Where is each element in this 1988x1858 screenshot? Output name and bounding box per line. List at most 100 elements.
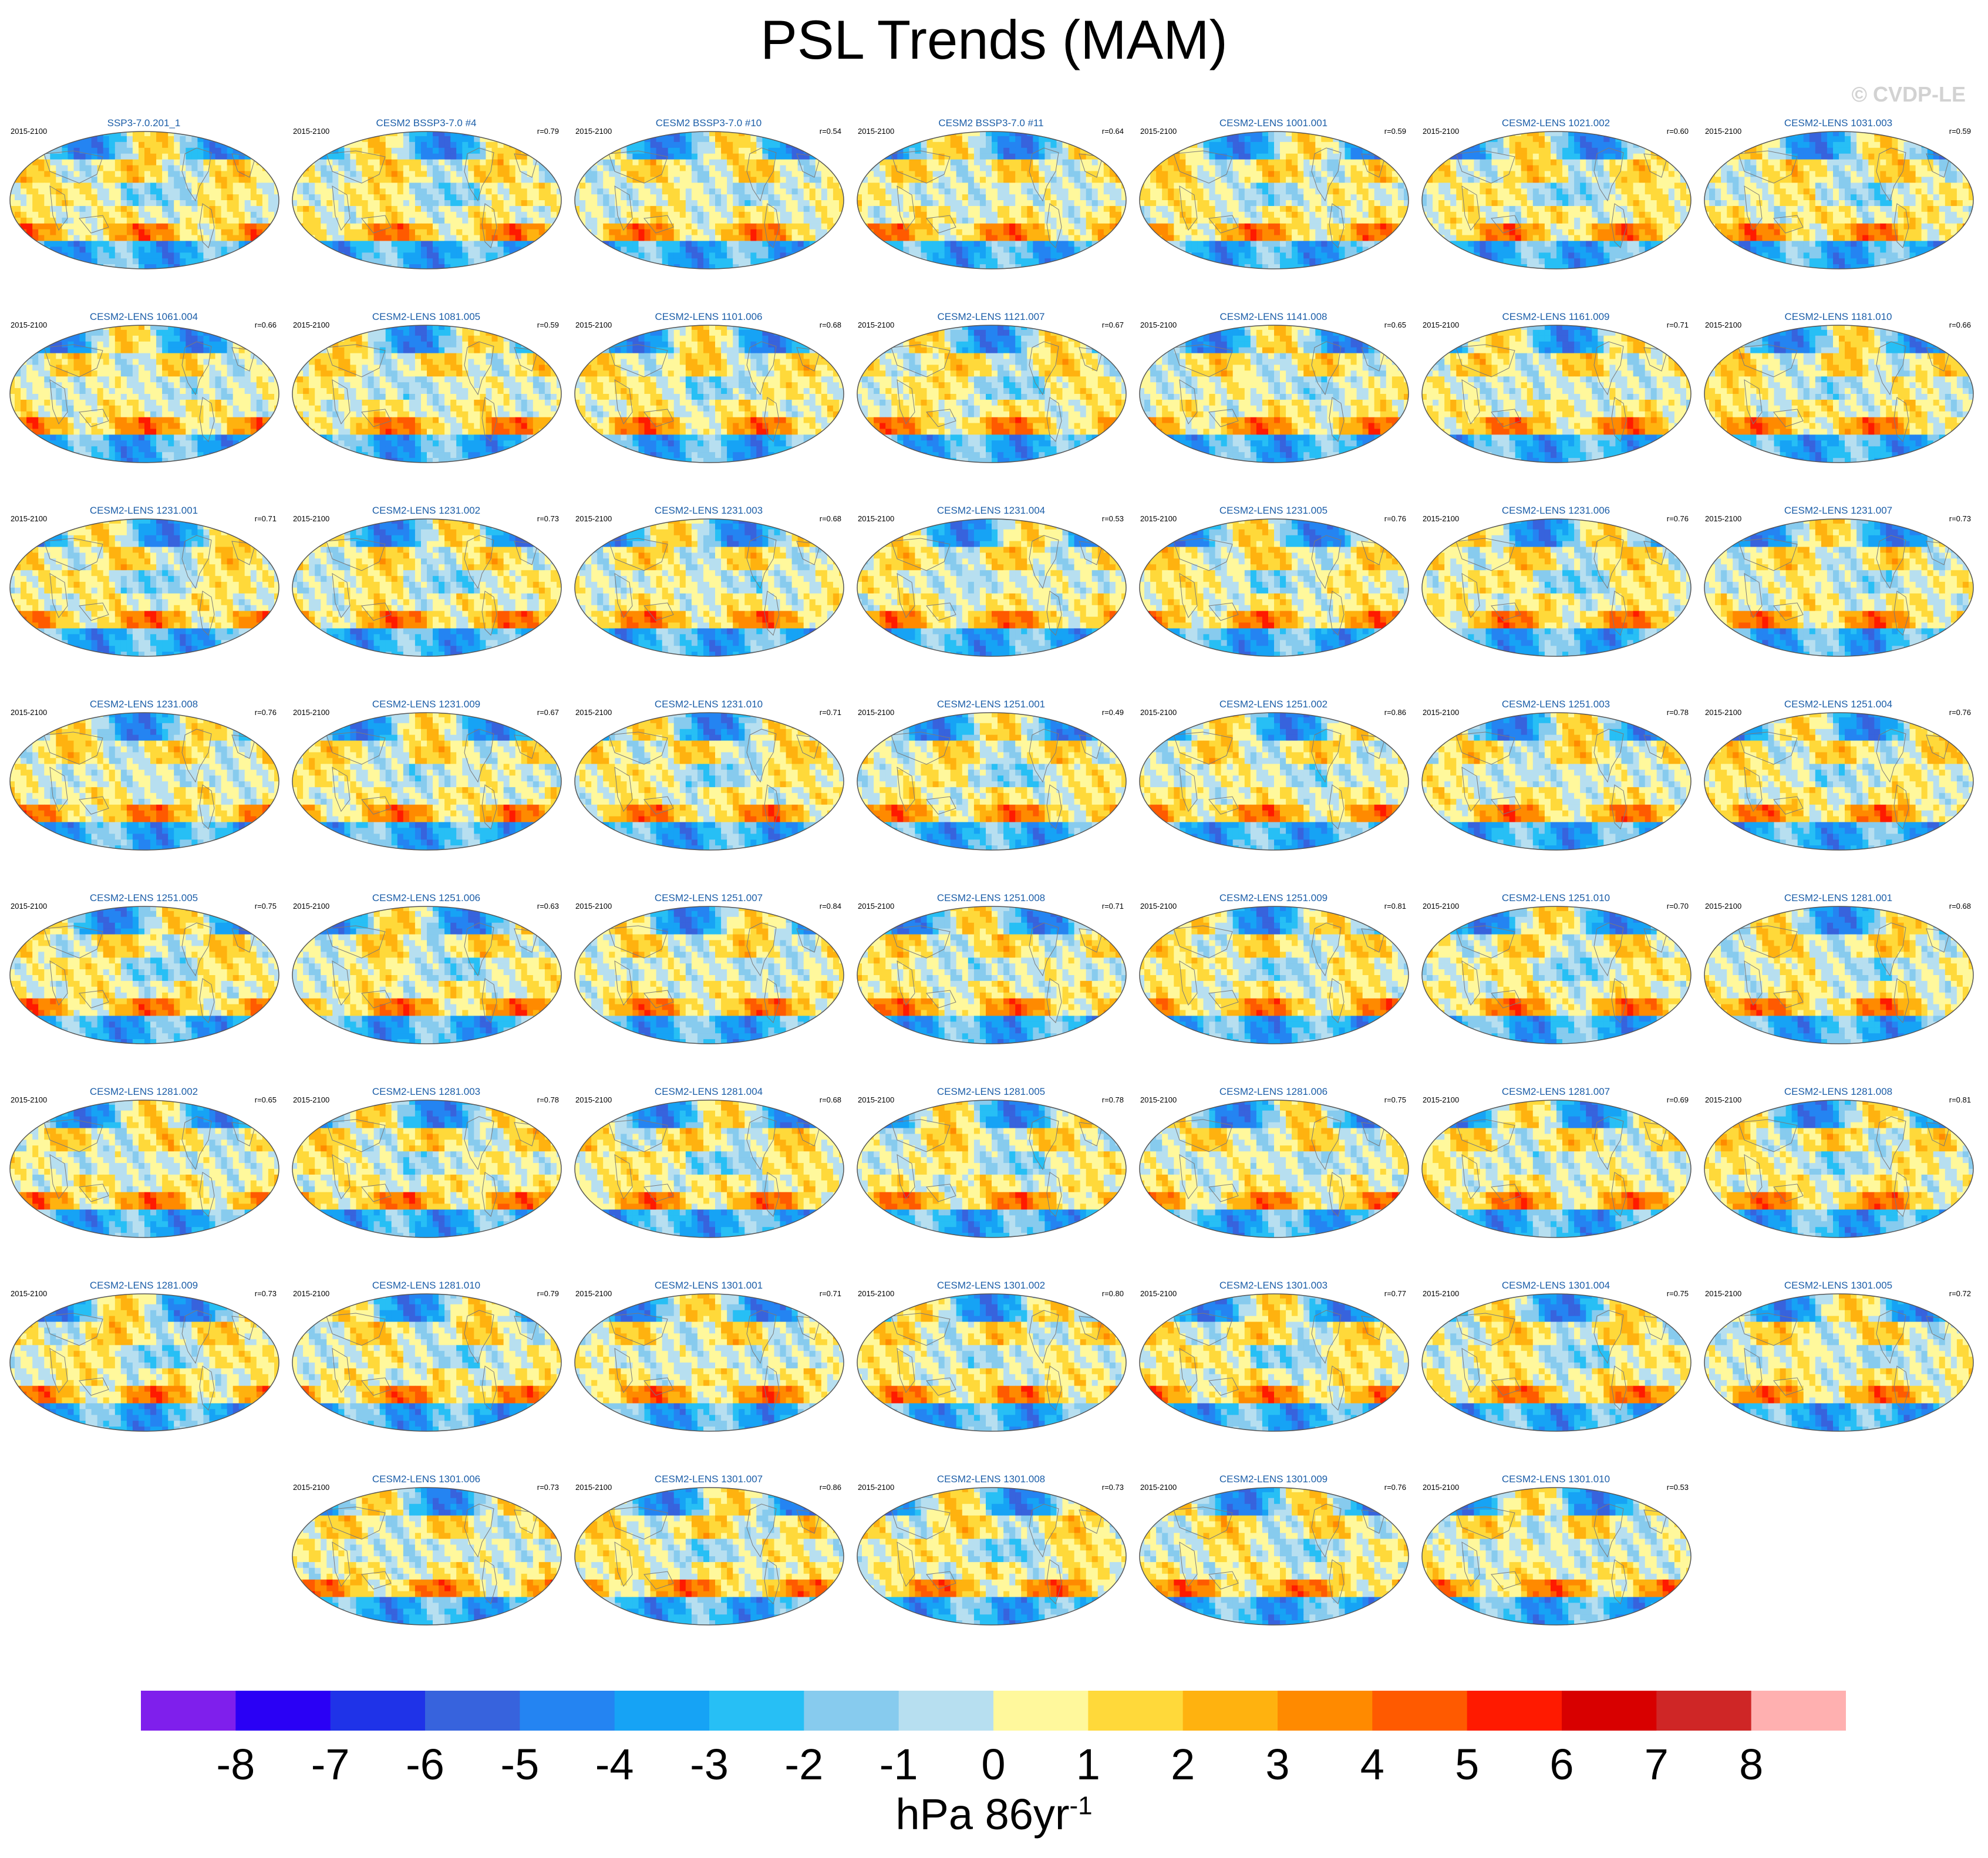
psl-trend-map (856, 711, 1127, 851)
psl-trend-map (291, 1293, 562, 1432)
colorbar-swatch (520, 1691, 615, 1731)
psl-trend-map (1138, 1486, 1410, 1626)
psl-trend-map (1421, 1293, 1692, 1432)
colorbar-swatch (141, 1691, 236, 1731)
map-panel: CESM2-LENS 1281.003 2015-2100 r=0.78 (285, 1086, 567, 1274)
map-panel: CESM2-LENS 1231.004 2015-2100 r=0.53 (850, 505, 1132, 693)
map-panel: CESM2 BSSP3-7.0 #10 2015-2100 r=0.54 (568, 117, 850, 305)
panel-grid: SSP3-7.0.201_1 2015-2100 CESM2 BSSP3-7.0 #… (0, 0, 1988, 1667)
colorbar-swatch (1467, 1691, 1562, 1731)
map-panel: CESM2-LENS 1301.001 2015-2100 r=0.71 (568, 1280, 850, 1468)
map-panel: CESM2-LENS 1251.004 2015-2100 r=0.76 (1697, 699, 1979, 886)
colorbar-tick-label: -5 (490, 1739, 549, 1789)
psl-trend-map (1138, 518, 1410, 657)
map-panel: CESM2-LENS 1281.006 2015-2100 r=0.75 (1133, 1086, 1414, 1274)
psl-trend-map (856, 518, 1127, 657)
psl-trend-map (1703, 130, 1974, 270)
psl-trend-map (1138, 1293, 1410, 1432)
map-panel: CESM2-LENS 1231.009 2015-2100 r=0.67 (285, 699, 567, 886)
map-panel: CESM2-LENS 1061.004 2015-2100 r=0.66 (3, 311, 285, 499)
map-panel: CESM2-LENS 1231.007 2015-2100 r=0.73 (1697, 505, 1979, 693)
map-panel: CESM2-LENS 1281.005 2015-2100 r=0.78 (850, 1086, 1132, 1274)
map-panel: CESM2-LENS 1301.002 2015-2100 r=0.80 (850, 1280, 1132, 1468)
colorbar-tick-label: -6 (396, 1739, 454, 1789)
colorbar-tick-label: -2 (774, 1739, 833, 1789)
map-panel: CESM2 BSSP3-7.0 #4 2015-2100 r=0.79 (285, 117, 567, 305)
psl-trend-map (9, 324, 280, 464)
psl-trend-map (1703, 905, 1974, 1045)
colorbar-swatch (1183, 1691, 1278, 1731)
psl-trend-map (9, 1293, 280, 1432)
colorbar-swatch (899, 1691, 994, 1731)
psl-trend-map (291, 518, 562, 657)
psl-trend-map (856, 324, 1127, 464)
psl-trend-map (1703, 1099, 1974, 1239)
psl-trend-map (856, 130, 1127, 270)
psl-trend-map (9, 905, 280, 1045)
map-panel: CESM2-LENS 1251.001 2015-2100 r=0.49 (850, 699, 1132, 886)
colorbar-swatch (709, 1691, 804, 1731)
map-panel: CESM2-LENS 1161.009 2015-2100 r=0.71 (1415, 311, 1697, 499)
map-panel: CESM2-LENS 1141.008 2015-2100 r=0.65 (1133, 311, 1414, 499)
psl-trend-map (574, 324, 845, 464)
colorbar-swatch (615, 1691, 710, 1731)
psl-trend-map (574, 1293, 845, 1432)
colorbar-swatch (1656, 1691, 1751, 1731)
map-panel: CESM2-LENS 1251.009 2015-2100 r=0.81 (1133, 892, 1414, 1080)
map-panel: CESM2-LENS 1281.002 2015-2100 r=0.65 (3, 1086, 285, 1274)
colorbar-tick-label: 0 (964, 1739, 1023, 1789)
psl-trend-map (1421, 1099, 1692, 1239)
psl-trend-map (1703, 324, 1974, 464)
psl-trend-map (1421, 130, 1692, 270)
colorbar-tick-label: 5 (1438, 1739, 1497, 1789)
psl-trend-map (1138, 324, 1410, 464)
map-panel: CESM2 BSSP3-7.0 #11 2015-2100 r=0.64 (850, 117, 1132, 305)
psl-trend-map (291, 324, 562, 464)
map-panel: CESM2-LENS 1101.006 2015-2100 r=0.68 (568, 311, 850, 499)
psl-trend-map (9, 1099, 280, 1239)
map-panel: CESM2-LENS 1281.004 2015-2100 r=0.68 (568, 1086, 850, 1274)
map-panel: CESM2-LENS 1301.006 2015-2100 r=0.73 (285, 1473, 567, 1661)
psl-trend-map (1421, 324, 1692, 464)
colorbar-swatch (1278, 1691, 1373, 1731)
psl-trend-map (1703, 1293, 1974, 1432)
psl-trend-map (856, 905, 1127, 1045)
psl-trend-map (856, 1486, 1127, 1626)
psl-trend-map (1421, 905, 1692, 1045)
map-panel: SSP3-7.0.201_1 2015-2100 (3, 117, 285, 305)
psl-trend-map (1421, 711, 1692, 851)
map-panel: CESM2-LENS 1231.006 2015-2100 r=0.76 (1415, 505, 1697, 693)
colorbar-swatch (1088, 1691, 1183, 1731)
psl-trend-map (291, 1486, 562, 1626)
colorbar-tick-label: -1 (870, 1739, 928, 1789)
colorbar-tick-label: 3 (1248, 1739, 1307, 1789)
colorbar-swatch (1372, 1691, 1467, 1731)
psl-trend-map (291, 905, 562, 1045)
psl-trend-map (291, 130, 562, 270)
psl-trend-map (856, 1293, 1127, 1432)
map-panel: CESM2-LENS 1301.005 2015-2100 r=0.72 (1697, 1280, 1979, 1468)
map-panel: CESM2-LENS 1121.007 2015-2100 r=0.67 (850, 311, 1132, 499)
psl-trend-map (1421, 518, 1692, 657)
map-panel: CESM2-LENS 1001.001 2015-2100 r=0.59 (1133, 117, 1414, 305)
colorbar-tick-label: 7 (1627, 1739, 1686, 1789)
colorbar-swatch (425, 1691, 520, 1731)
map-panel: CESM2-LENS 1251.003 2015-2100 r=0.78 (1415, 699, 1697, 886)
psl-trend-map (9, 130, 280, 270)
psl-trend-map (574, 1486, 845, 1626)
colorbar-tick-label: 1 (1059, 1739, 1117, 1789)
map-panel: CESM2-LENS 1281.007 2015-2100 r=0.69 (1415, 1086, 1697, 1274)
psl-trend-map (291, 711, 562, 851)
map-panel: CESM2-LENS 1231.005 2015-2100 r=0.76 (1133, 505, 1414, 693)
map-panel: CESM2-LENS 1021.002 2015-2100 r=0.60 (1415, 117, 1697, 305)
map-panel: CESM2-LENS 1301.003 2015-2100 r=0.77 (1133, 1280, 1414, 1468)
colorbar-swatch (1751, 1691, 1846, 1731)
map-panel: CESM2-LENS 1231.010 2015-2100 r=0.71 (568, 699, 850, 886)
psl-trend-map (1138, 905, 1410, 1045)
map-panel: CESM2-LENS 1251.010 2015-2100 r=0.70 (1415, 892, 1697, 1080)
colorbar-tick-label: -4 (585, 1739, 644, 1789)
units-text: hPa 86yr (895, 1790, 1069, 1839)
map-panel: CESM2-LENS 1281.010 2015-2100 r=0.79 (285, 1280, 567, 1468)
map-panel: CESM2-LENS 1281.008 2015-2100 r=0.81 (1697, 1086, 1979, 1274)
map-panel: CESM2-LENS 1231.002 2015-2100 r=0.73 (285, 505, 567, 693)
